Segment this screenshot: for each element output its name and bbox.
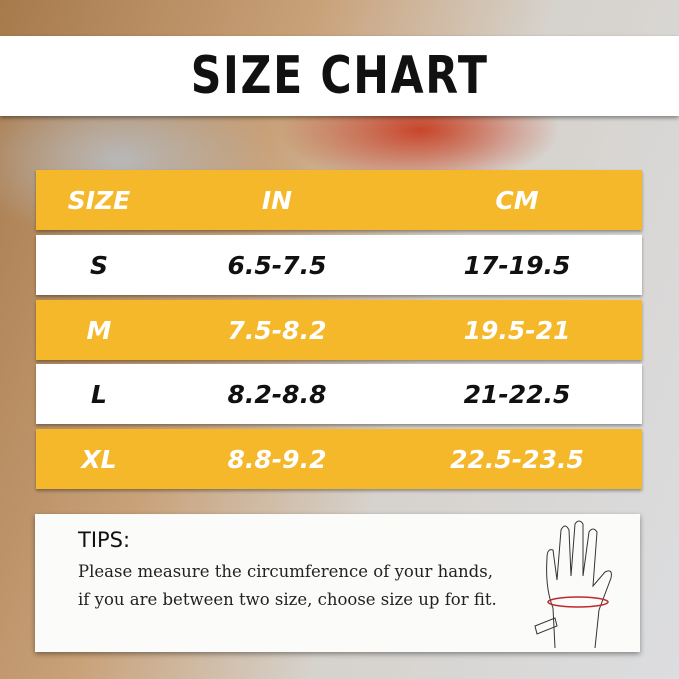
title-band: SIZE CHART [0,36,679,116]
page-title: SIZE CHART [190,46,489,106]
cell-size: S [89,250,108,280]
cell-in: 8.2-8.8 [227,379,327,409]
table-row: S 6.5-7.5 17-19.5 [36,235,642,295]
hand-measure-icon [534,520,612,648]
header-size: SIZE [67,185,131,215]
header-cm: CM [495,185,539,215]
cell-in: 7.5-8.2 [227,315,327,345]
table-row: M 7.5-8.2 19.5-21 [36,300,642,360]
cell-size: L [91,379,107,409]
cell-in: 8.8-9.2 [227,444,327,474]
cell-size: XL [81,444,117,474]
header-in: IN [261,185,293,215]
cell-size: M [86,315,112,345]
tips-box: TIPS: Please measure the circumference o… [35,514,640,652]
table-header: SIZE IN CM [36,170,642,230]
tips-heading: TIPS: [78,528,131,552]
table-row: XL 8.8-9.2 22.5-23.5 [36,429,642,489]
cell-cm: 22.5-23.5 [450,444,584,474]
table-row: L 8.2-8.8 21-22.5 [36,364,642,424]
tips-text: Please measure the circumference of your… [78,562,497,609]
cell-cm: 21-22.5 [463,379,571,409]
cell-in: 6.5-7.5 [227,250,327,280]
cell-cm: 17-19.5 [463,250,571,280]
cell-cm: 19.5-21 [463,315,571,345]
